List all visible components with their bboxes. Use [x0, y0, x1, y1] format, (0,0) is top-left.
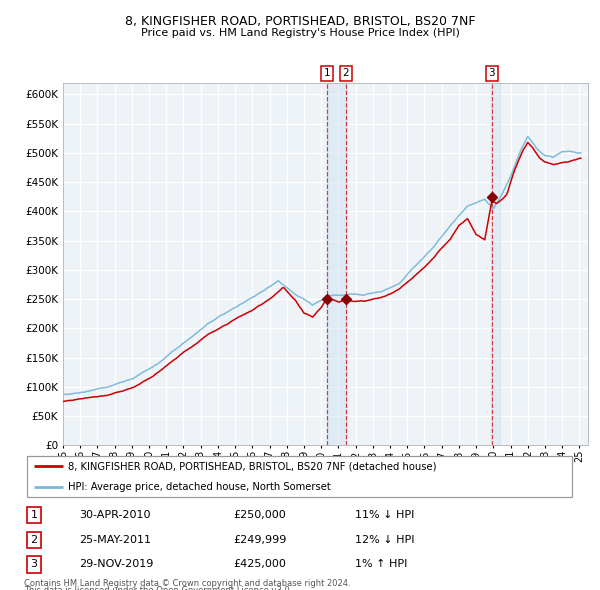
Text: This data is licensed under the Open Government Licence v3.0.: This data is licensed under the Open Gov… [24, 586, 292, 590]
Text: 2: 2 [31, 535, 37, 545]
Text: 3: 3 [488, 68, 495, 78]
Text: £250,000: £250,000 [234, 510, 287, 520]
Text: 12% ↓ HPI: 12% ↓ HPI [355, 535, 415, 545]
Text: 2: 2 [343, 68, 349, 78]
Text: 1: 1 [323, 68, 330, 78]
Bar [491, 83, 500, 445]
FancyBboxPatch shape [27, 456, 572, 497]
Text: HPI: Average price, detached house, North Somerset: HPI: Average price, detached house, Nort… [68, 481, 331, 491]
Text: £425,000: £425,000 [234, 559, 287, 569]
Text: 25-MAY-2011: 25-MAY-2011 [79, 535, 151, 545]
Bar [327, 83, 346, 445]
Text: 30-APR-2010: 30-APR-2010 [79, 510, 151, 520]
Text: £249,999: £249,999 [234, 535, 287, 545]
Text: 29-NOV-2019: 29-NOV-2019 [79, 559, 154, 569]
Text: Contains HM Land Registry data © Crown copyright and database right 2024.: Contains HM Land Registry data © Crown c… [24, 579, 350, 588]
Text: 8, KINGFISHER ROAD, PORTISHEAD, BRISTOL, BS20 7NF: 8, KINGFISHER ROAD, PORTISHEAD, BRISTOL,… [125, 15, 475, 28]
Text: 3: 3 [31, 559, 37, 569]
Text: 1: 1 [31, 510, 37, 520]
Text: 8, KINGFISHER ROAD, PORTISHEAD, BRISTOL, BS20 7NF (detached house): 8, KINGFISHER ROAD, PORTISHEAD, BRISTOL,… [68, 461, 437, 471]
Text: 1% ↑ HPI: 1% ↑ HPI [355, 559, 407, 569]
Text: Price paid vs. HM Land Registry's House Price Index (HPI): Price paid vs. HM Land Registry's House … [140, 28, 460, 38]
Text: 11% ↓ HPI: 11% ↓ HPI [355, 510, 415, 520]
